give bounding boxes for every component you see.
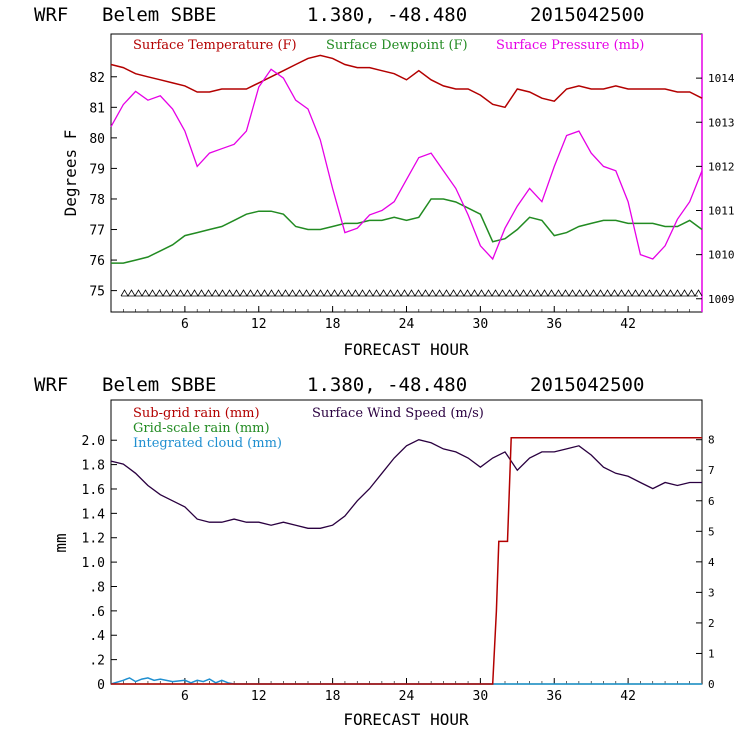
x-tick-label: 12	[251, 689, 267, 704]
left-y-tick-label: 1.4	[82, 507, 106, 522]
right-y-tick-label: 2	[708, 617, 715, 630]
chart-header-model: WRF	[34, 4, 68, 26]
x-tick-label: 30	[473, 317, 489, 332]
x-tick-label: 12	[251, 317, 267, 332]
x-tick-label: 30	[473, 689, 489, 704]
x-axis-title: FORECAST HOUR	[343, 340, 469, 359]
x-tick-label: 42	[620, 689, 636, 704]
x-tick-label: 24	[399, 317, 415, 332]
legend-surface-temperature: Surface Temperature (F)	[133, 38, 297, 53]
right-y-tick-label: 1011	[708, 205, 735, 218]
left-y-tick-label: 1.6	[82, 483, 105, 498]
x-tick-label: 36	[546, 689, 562, 704]
left-axis-ticks	[111, 76, 117, 292]
left-axis-ticks	[111, 439, 117, 685]
legend-surface-pressure: Surface Pressure (mb)	[496, 38, 644, 53]
left-y-tick-label: .2	[89, 654, 105, 669]
left-y-tick-label: 75	[89, 285, 105, 300]
right-y-tick-label: 0	[708, 678, 715, 691]
series-line-sub-grid-rain	[111, 437, 702, 685]
right-y-tick-label: 4	[708, 556, 715, 569]
right-y-tick-label: 6	[708, 495, 715, 508]
left-y-tick-label: .6	[89, 605, 105, 620]
chart-header-run: 2015042500	[530, 374, 644, 396]
precipitation-wind-chart: WRF Belem SBBE 1.380, -48.480 2015042500…	[34, 374, 715, 729]
right-y-tick-label: 1009	[708, 293, 735, 306]
x-tick-label: 36	[546, 317, 562, 332]
x-tick-label: 18	[325, 317, 341, 332]
series-line-surface-dewpoint	[111, 198, 703, 264]
right-y-tick-label: 1	[708, 647, 715, 660]
right-y-tick-label: 1010	[708, 249, 735, 262]
left-y-tick-label: 1.2	[82, 532, 105, 547]
legend-grid-scale-rain: Grid-scale rain (mm)	[133, 421, 270, 436]
series-line-surface-temperature	[110, 54, 703, 109]
x-tick-label: 42	[620, 317, 636, 332]
left-y-tick-label: 79	[89, 162, 105, 177]
x-tick-label: 24	[399, 689, 415, 704]
x-axis-ticks	[123, 306, 690, 312]
left-y-tick-label: 76	[89, 254, 105, 269]
left-y-tick-label: 1.0	[82, 556, 105, 571]
chart-header-coords: 1.380, -48.480	[307, 4, 467, 26]
right-y-tick-label: 7	[708, 464, 715, 477]
temperature-pressure-chart: WRF Belem SBBE 1.380, -48.480 2015042500…	[34, 4, 735, 359]
legend-surface-dewpoint: Surface Dewpoint (F)	[326, 38, 468, 53]
chart-header-station: Belem SBBE	[102, 4, 216, 26]
left-y-tick-label: 0	[97, 678, 105, 693]
right-axis-ticks	[696, 439, 702, 685]
left-y-tick-label: 2.0	[82, 434, 105, 449]
left-y-tick-label: .8	[89, 580, 105, 595]
x-tick-label: 6	[181, 689, 189, 704]
series-line-integrated-cloud	[110, 677, 702, 685]
x-tick-label: 18	[325, 689, 341, 704]
left-y-tick-label: 81	[89, 101, 105, 116]
right-y-tick-label: 3	[708, 586, 715, 599]
legend-integrated-cloud: Integrated cloud (mm)	[133, 436, 282, 451]
left-y-tick-label: 1.8	[82, 459, 105, 474]
right-y-tick-label: 8	[708, 434, 715, 447]
chart-header-model: WRF	[34, 374, 68, 396]
left-y-tick-label: 82	[89, 71, 105, 86]
left-y-tick-label: 80	[89, 132, 105, 147]
chart-header-coords: 1.380, -48.480	[307, 374, 467, 396]
left-y-tick-label: 78	[89, 193, 105, 208]
series-line-surface-wind-speed	[110, 439, 702, 529]
right-y-tick-label: 1012	[708, 160, 735, 173]
left-y-tick-label: 77	[89, 224, 105, 239]
right-y-tick-label: 5	[708, 525, 715, 538]
legend-surface-wind-speed: Surface Wind Speed (m/s)	[312, 406, 484, 421]
y-axis-title: mm	[51, 533, 70, 552]
right-axis-ticks	[696, 77, 702, 300]
left-y-tick-label: .4	[89, 629, 105, 644]
right-y-tick-label: 1013	[708, 116, 735, 129]
legend-sub-grid-rain: Sub-grid rain (mm)	[133, 406, 260, 421]
chart-header-run: 2015042500	[530, 4, 644, 26]
series-line-surface-pressure	[110, 68, 703, 261]
y-axis-title: Degrees F	[61, 130, 80, 217]
wind-barb-row	[120, 289, 703, 297]
x-axis-title: FORECAST HOUR	[343, 710, 469, 729]
right-y-tick-label: 1014	[708, 72, 735, 85]
chart-header-station: Belem SBBE	[102, 374, 216, 396]
plot-frame	[110, 33, 703, 313]
x-tick-label: 6	[181, 317, 189, 332]
